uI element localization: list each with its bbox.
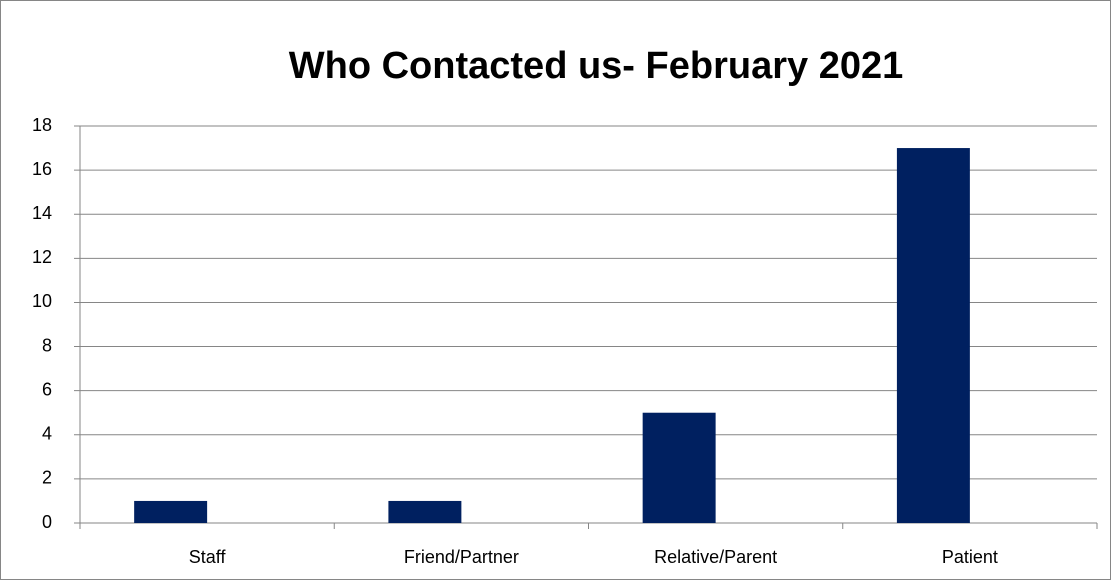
- y-tick-label: 14: [32, 203, 52, 223]
- x-tick-label: Staff: [189, 547, 227, 567]
- chart-title: Who Contacted us- February 2021: [289, 45, 903, 87]
- y-tick-label: 12: [32, 247, 52, 267]
- x-tick-label: Friend/Partner: [404, 547, 519, 567]
- y-tick-label: 8: [42, 335, 52, 355]
- x-tick-label: Relative/Parent: [654, 547, 777, 567]
- bar: [896, 148, 970, 524]
- y-tick-label: 16: [32, 159, 52, 179]
- y-tick-label: 4: [42, 424, 52, 444]
- bar: [642, 412, 716, 523]
- bar: [388, 500, 462, 523]
- x-tick-label: Patient: [942, 547, 998, 567]
- bar: [134, 500, 208, 523]
- y-tick-label: 2: [42, 468, 52, 488]
- y-tick-label: 0: [42, 512, 52, 532]
- y-tick-label: 18: [32, 115, 52, 135]
- y-tick-label: 10: [32, 291, 52, 311]
- y-tick-label: 6: [42, 379, 52, 399]
